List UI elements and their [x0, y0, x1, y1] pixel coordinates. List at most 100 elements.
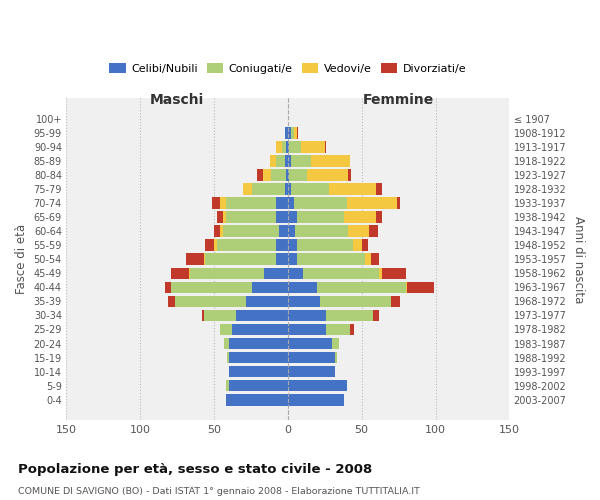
Text: Femmine: Femmine	[363, 94, 434, 108]
Bar	[289, 141, 301, 152]
Bar	[203, 310, 236, 321]
Bar	[349, 226, 369, 237]
Bar	[232, 324, 288, 336]
Bar	[288, 338, 332, 349]
Bar	[279, 226, 288, 237]
Bar	[263, 169, 271, 180]
Bar	[276, 212, 288, 223]
Bar	[229, 366, 288, 378]
Bar	[379, 268, 382, 279]
Bar	[236, 310, 288, 321]
Bar	[335, 352, 337, 364]
Bar	[376, 183, 382, 194]
Bar	[285, 155, 288, 166]
Bar	[291, 183, 329, 194]
Bar	[293, 127, 296, 138]
Bar	[252, 183, 285, 194]
Bar	[293, 198, 347, 209]
Bar	[362, 240, 368, 251]
Bar	[288, 226, 295, 237]
Bar	[224, 338, 229, 349]
Bar	[168, 296, 175, 307]
Bar	[376, 212, 382, 223]
Bar	[285, 127, 288, 138]
Bar	[311, 155, 350, 166]
Bar	[186, 254, 203, 265]
Bar	[320, 296, 391, 307]
Bar	[205, 254, 276, 265]
Bar	[220, 226, 223, 237]
Bar	[276, 240, 288, 251]
Bar	[175, 296, 247, 307]
Bar	[350, 324, 354, 336]
Bar	[288, 380, 347, 392]
Bar	[288, 352, 335, 364]
Bar	[217, 212, 223, 223]
Bar	[288, 268, 302, 279]
Bar	[286, 141, 288, 152]
Bar	[229, 338, 288, 349]
Bar	[307, 169, 349, 180]
Bar	[391, 296, 400, 307]
Bar	[276, 254, 288, 265]
Bar	[288, 282, 317, 293]
Bar	[165, 282, 171, 293]
Bar	[296, 127, 298, 138]
Bar	[397, 198, 400, 209]
Bar	[276, 155, 285, 166]
Bar	[226, 394, 288, 406]
Bar	[247, 296, 288, 307]
Bar	[252, 282, 288, 293]
Bar	[296, 254, 365, 265]
Y-axis label: Fasce di età: Fasce di età	[15, 224, 28, 294]
Bar	[220, 198, 226, 209]
Bar	[288, 155, 291, 166]
Bar	[289, 169, 307, 180]
Bar	[326, 324, 350, 336]
Bar	[288, 366, 335, 378]
Bar	[302, 268, 379, 279]
Bar	[373, 310, 379, 321]
Bar	[214, 226, 220, 237]
Bar	[369, 226, 378, 237]
Bar	[229, 352, 288, 364]
Bar	[214, 240, 217, 251]
Bar	[244, 183, 252, 194]
Bar	[212, 198, 220, 209]
Bar	[223, 212, 226, 223]
Bar	[270, 155, 276, 166]
Bar	[365, 254, 371, 265]
Bar	[271, 169, 286, 180]
Bar	[171, 268, 189, 279]
Bar	[171, 282, 252, 293]
Bar	[329, 183, 376, 194]
Bar	[407, 282, 434, 293]
Bar	[288, 212, 296, 223]
Bar	[226, 198, 276, 209]
Text: Maschi: Maschi	[150, 94, 204, 108]
Bar	[276, 198, 288, 209]
Bar	[288, 324, 326, 336]
Bar	[288, 296, 320, 307]
Bar	[353, 240, 362, 251]
Text: Popolazione per età, sesso e stato civile - 2008: Popolazione per età, sesso e stato civil…	[18, 462, 372, 475]
Bar	[190, 268, 264, 279]
Bar	[220, 324, 232, 336]
Bar	[288, 254, 296, 265]
Bar	[226, 380, 229, 392]
Bar	[326, 310, 373, 321]
Bar	[227, 352, 229, 364]
Bar	[332, 338, 340, 349]
Legend: Celibi/Nubili, Coniugati/e, Vedovi/e, Divorziati/e: Celibi/Nubili, Coniugati/e, Vedovi/e, Di…	[104, 59, 471, 78]
Bar	[285, 183, 288, 194]
Bar	[202, 310, 203, 321]
Bar	[382, 268, 406, 279]
Bar	[288, 198, 293, 209]
Bar	[406, 282, 407, 293]
Bar	[347, 198, 397, 209]
Bar	[276, 141, 282, 152]
Bar	[223, 226, 279, 237]
Bar	[296, 212, 344, 223]
Bar	[288, 141, 289, 152]
Bar	[325, 141, 326, 152]
